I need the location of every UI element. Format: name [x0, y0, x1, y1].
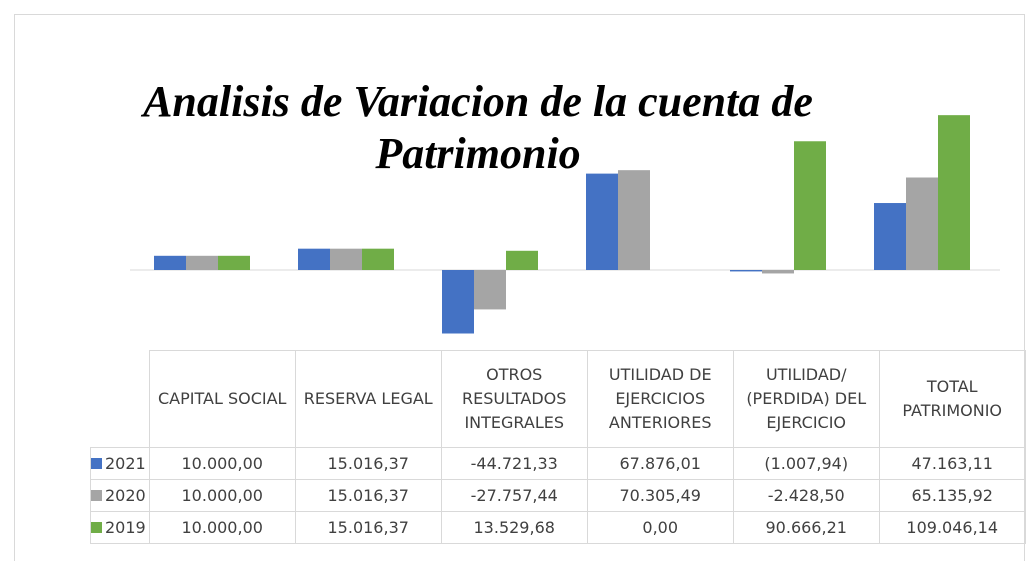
legend-key — [91, 458, 102, 469]
value-cell: (1.007,94) — [732, 447, 880, 480]
bar — [762, 270, 794, 274]
bar — [154, 255, 186, 270]
legend-label: 2019 — [105, 518, 146, 537]
bar — [442, 270, 474, 334]
series-row: 2021 10.000,00 15.016,37 -44.721,33 67.876,0… — [90, 447, 1026, 480]
bar — [330, 248, 362, 270]
value-cell: -44.721,33 — [440, 447, 588, 480]
value-cell: 109.046,14 — [878, 511, 1026, 544]
category-label: RESERVA LEGAL — [294, 350, 442, 448]
bar — [218, 255, 250, 270]
value-cell: 15.016,37 — [294, 511, 442, 544]
legend-label: 2021 — [105, 454, 146, 473]
value-cell: 90.666,21 — [732, 511, 880, 544]
bar — [298, 248, 330, 270]
bar — [362, 248, 394, 270]
legend-key — [91, 522, 102, 533]
bar — [874, 203, 906, 270]
value-cell: 67.876,01 — [586, 447, 734, 480]
legend-entry: 2021 — [90, 447, 150, 480]
chart-border — [14, 14, 1025, 561]
bar — [938, 115, 970, 270]
bar — [586, 173, 618, 270]
series-row: 2019 10.000,00 15.016,37 13.529,68 0,00 90.66… — [90, 511, 1026, 544]
value-cell: -2.428,50 — [732, 479, 880, 512]
value-cell: 0,00 — [586, 511, 734, 544]
data-table: CAPITAL SOCIAL RESERVA LEGAL OTROS RESULTA… — [90, 350, 1026, 544]
value-cell: 13.529,68 — [440, 511, 588, 544]
value-cell: 70.305,49 — [586, 479, 734, 512]
legend-label: 2020 — [105, 486, 146, 505]
category-label: CAPITAL SOCIAL — [148, 350, 296, 448]
bar — [906, 177, 938, 270]
value-cell: 47.163,11 — [878, 447, 1026, 480]
category-label: TOTAL PATRIMONIO — [878, 350, 1026, 448]
category-label: OTROS RESULTADOS INTEGRALES — [440, 350, 588, 448]
legend-key — [91, 490, 102, 501]
value-cell: 10.000,00 — [148, 447, 296, 480]
bar — [474, 270, 506, 310]
value-cell: 15.016,37 — [294, 479, 442, 512]
category-label: UTILIDAD DE EJERCICIOS ANTERIORES — [586, 350, 734, 448]
bar — [794, 141, 826, 270]
bar — [506, 250, 538, 270]
value-cell: 10.000,00 — [148, 479, 296, 512]
blank-cell — [91, 351, 150, 448]
value-cell: 65.135,92 — [878, 479, 1026, 512]
category-label: UTILIDAD/ (PERDIDA) DEL EJERCICIO — [732, 350, 880, 448]
series-row: 2020 10.000,00 15.016,37 -27.757,44 70.305,4… — [90, 479, 1026, 512]
bar — [618, 170, 650, 270]
bar — [186, 255, 218, 270]
legend-entry: 2020 — [90, 479, 150, 512]
value-cell: 10.000,00 — [148, 511, 296, 544]
value-cell: 15.016,37 — [294, 447, 442, 480]
chart-title: Analisis de Variacion de la cuenta de Pa… — [143, 77, 813, 178]
value-cell: -27.757,44 — [440, 479, 588, 512]
header-row: CAPITAL SOCIAL RESERVA LEGAL OTROS RESULTA… — [91, 350, 1026, 448]
legend-entry: 2019 — [90, 511, 150, 544]
bar — [730, 270, 762, 272]
